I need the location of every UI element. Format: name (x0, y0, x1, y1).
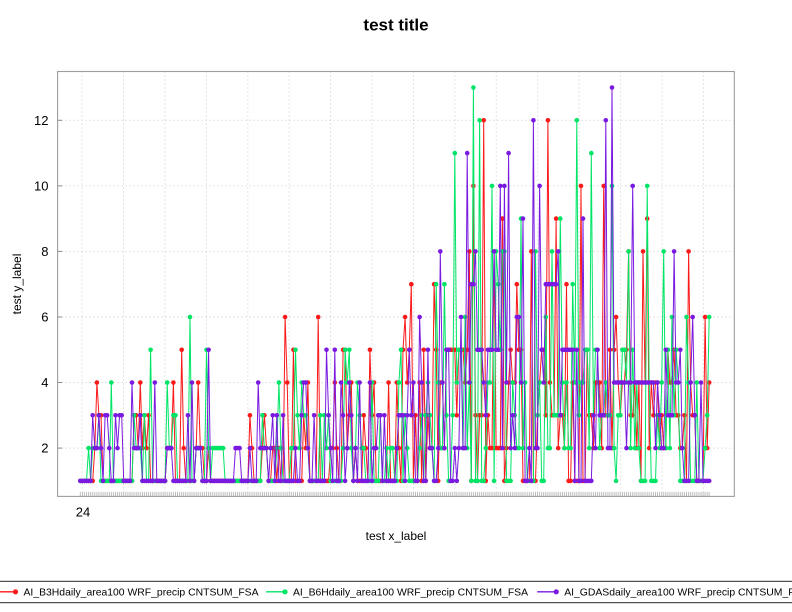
svg-text:2: 2 (41, 441, 48, 456)
svg-text:AI_GDASdaily_area100 WRF_preci: AI_GDASdaily_area100 WRF_precip CNTSUM_F… (564, 588, 792, 599)
svg-text:4: 4 (41, 375, 48, 390)
svg-text:12: 12 (34, 113, 48, 128)
svg-text:AI_B3Hdaily_area100 WRF_precip: AI_B3Hdaily_area100 WRF_precip CNTSUM_FS… (24, 588, 259, 599)
svg-text:8: 8 (41, 244, 48, 259)
svg-text:10: 10 (34, 179, 48, 194)
svg-text:test x_label: test x_label (366, 529, 427, 543)
svg-text:24: 24 (76, 505, 90, 520)
svg-text:6: 6 (41, 310, 48, 325)
svg-text:test y_label: test y_label (10, 254, 24, 315)
svg-text:AI_B6Hdaily_area100 WRF_precip: AI_B6Hdaily_area100 WRF_precip CNTSUM_FS… (293, 588, 528, 599)
svg-text:test title: test title (363, 16, 428, 35)
